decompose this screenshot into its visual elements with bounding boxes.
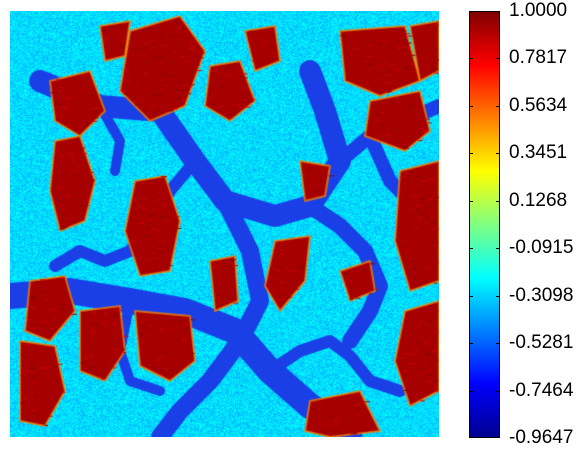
colorbar-tick-label: -0.7464 xyxy=(509,379,574,401)
colorbar-tick-mark xyxy=(469,248,473,250)
colorbar-tick-mark xyxy=(469,437,473,438)
colorbar-tick-mark xyxy=(496,153,500,155)
colorbar-tick-mark xyxy=(496,248,500,250)
colorbar-tick-mark xyxy=(496,105,500,107)
correlation-heatmap xyxy=(10,11,439,437)
colorbar-tick-mark xyxy=(496,58,500,60)
colorbar-tick-label: 1.0000 xyxy=(509,0,568,21)
colorbar-tick-label: -0.5281 xyxy=(509,332,574,354)
colorbar-tick-mark xyxy=(469,343,473,345)
colorbar-tick-mark xyxy=(469,200,473,202)
colorbar-tick-mark xyxy=(496,390,500,392)
colorbar-tick-label: -0.3098 xyxy=(509,284,574,306)
colorbar-tick-mark xyxy=(469,105,473,107)
colorbar-tick-mark xyxy=(469,153,473,155)
colorbar-tick-mark xyxy=(496,295,500,297)
colorbar-tick-mark xyxy=(496,11,500,12)
colorbar-tick-mark xyxy=(469,295,473,297)
colorbar-tick-mark xyxy=(496,200,500,202)
colorbar-tick-label: 0.7817 xyxy=(509,47,568,69)
colorbar-tick-mark xyxy=(469,390,473,392)
colorbar-tick-label: 0.3451 xyxy=(509,142,568,164)
colorbar-tick-label: -0.9647 xyxy=(509,427,574,448)
colorbar-tick-mark xyxy=(496,343,500,345)
colorbar-tick-label: -0.0915 xyxy=(509,237,574,259)
colorbar-tick-label: 0.5634 xyxy=(509,94,568,116)
colorbar-tick-mark xyxy=(469,58,473,60)
colorbar-tick-label: 0.1268 xyxy=(509,189,568,211)
colorbar-tick-mark xyxy=(469,11,473,12)
colorbar xyxy=(469,11,500,438)
colorbar-tick-mark xyxy=(496,437,500,438)
